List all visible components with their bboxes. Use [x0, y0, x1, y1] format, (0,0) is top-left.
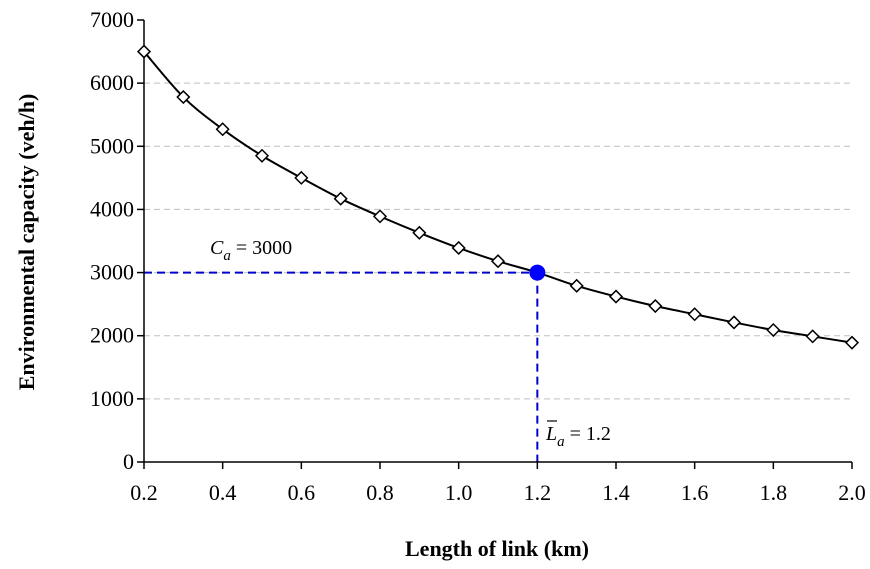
data-point: [766, 322, 781, 338]
data-point: [569, 278, 584, 293]
guide-lines: [144, 271, 539, 462]
y-tick-label: 2000: [90, 323, 134, 348]
highlight-point: [529, 264, 546, 281]
x-tick-label: 1.6: [681, 480, 709, 505]
data-point: [136, 44, 152, 59]
y-tick-label: 4000: [90, 196, 134, 221]
length-subscript: a: [557, 434, 565, 450]
data-point: [805, 329, 820, 344]
y-tick-label: 1000: [90, 386, 134, 411]
x-tick-labels: 0.2 0.4 0.6 0.8 1.0 1.2 1.4 1.6 1.8 2.0: [130, 480, 866, 505]
data-point: [687, 307, 702, 322]
y-tick-label: 0: [123, 449, 134, 474]
data-point: [648, 298, 663, 314]
gridlines: [144, 82, 852, 400]
length-annotation: La = 1.2: [545, 423, 611, 450]
data-point: [215, 122, 230, 137]
data-point: [372, 209, 388, 224]
x-tick-label: 1.8: [760, 480, 788, 505]
capacity-value: = 3000: [231, 237, 292, 259]
capacity-subscript: a: [223, 248, 231, 264]
data-point: [451, 240, 466, 256]
series-group: [136, 44, 860, 350]
data-point: [412, 225, 427, 240]
y-tick-labels: 0 1000 2000 3000 4000 5000 6000 7000: [90, 7, 134, 474]
data-point: [254, 148, 270, 163]
data-point: [490, 254, 506, 269]
y-tick-label: 5000: [90, 133, 134, 158]
length-symbol: L: [545, 423, 557, 445]
y-axis-title: Environmental capacity (veh/h): [14, 94, 39, 391]
x-tick-label: 0.4: [209, 480, 237, 505]
capacity-symbol: C: [210, 237, 224, 259]
data-point: [176, 89, 191, 105]
x-tick-label: 2.0: [838, 480, 866, 505]
x-tick-label: 1.2: [524, 480, 552, 505]
capacity-annotation: Ca = 3000: [210, 237, 292, 264]
y-tick-label: 7000: [90, 7, 134, 32]
x-axis-title: Length of link (km): [405, 536, 589, 561]
length-value: = 1.2: [565, 423, 611, 445]
x-tick-label: 0.2: [130, 480, 158, 505]
data-point: [844, 335, 860, 350]
y-tick-label: 3000: [90, 260, 134, 285]
data-point: [333, 191, 348, 206]
x-tick-label: 1.4: [602, 480, 630, 505]
data-point: [608, 289, 624, 304]
series-line: [143, 50, 853, 344]
y-tick-label: 6000: [90, 70, 134, 95]
x-tick-label: 1.0: [445, 480, 473, 505]
data-point: [726, 315, 742, 330]
axes: [137, 19, 853, 469]
x-tick-label: 0.6: [288, 480, 316, 505]
x-tick-label: 0.8: [366, 480, 394, 505]
data-point: [294, 170, 309, 185]
